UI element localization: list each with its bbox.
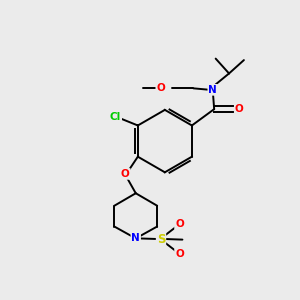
- Text: N: N: [131, 233, 140, 243]
- Text: Cl: Cl: [110, 112, 121, 122]
- Text: O: O: [235, 104, 244, 114]
- Text: O: O: [175, 219, 184, 229]
- Text: N: N: [208, 85, 217, 95]
- Text: O: O: [156, 83, 165, 93]
- Text: O: O: [121, 169, 130, 179]
- Text: S: S: [157, 232, 165, 245]
- Text: O: O: [175, 249, 184, 259]
